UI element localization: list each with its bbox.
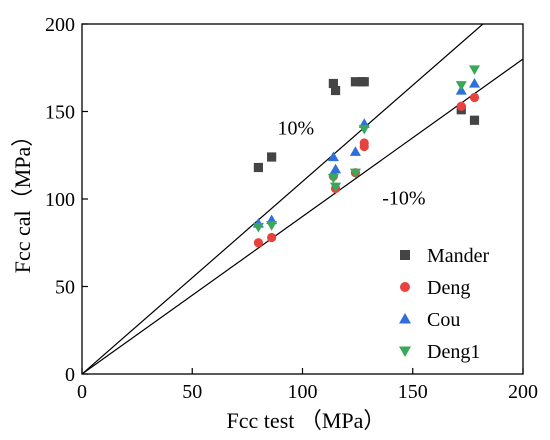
y-tick-label-2: 100 (45, 189, 75, 211)
axis-ticks: 0 50 100 150 200 0 50 100 150 200 (45, 14, 538, 403)
legend-marker-1 (400, 282, 410, 292)
deng1-point-5 (358, 124, 370, 135)
x-axis-label: Fcc test （MPa） (227, 408, 386, 433)
y-tick-label-1: 50 (55, 277, 75, 299)
y-tick-label-3: 150 (45, 102, 75, 124)
legend-label-2: Cou (427, 309, 460, 331)
legend-marker-2 (399, 313, 411, 324)
x-tick-label-3: 150 (398, 381, 428, 403)
cou-point-2 (327, 151, 339, 162)
deng-point-7 (456, 101, 466, 111)
mander-point-0 (253, 162, 263, 173)
mander-point-1 (267, 152, 277, 162)
deng-point-6 (359, 138, 369, 148)
deng-point-0 (253, 238, 263, 248)
y-tick-label-4: 200 (45, 14, 75, 36)
cou-point-7 (468, 77, 481, 88)
reference-line-label-0: 10% (278, 117, 315, 139)
x-tick-label-0: 0 (77, 381, 87, 403)
deng-point-8 (469, 92, 480, 103)
deng1-point-0 (252, 222, 264, 233)
mander-point-8 (469, 115, 480, 125)
reference-line-1 (82, 58, 523, 374)
x-tick-label-2: 100 (288, 381, 318, 403)
deng1-point-2 (327, 173, 339, 184)
x-tick-label-4: 200 (508, 381, 538, 403)
deng1-point-4 (349, 168, 361, 179)
cou-point-3 (330, 163, 342, 174)
data-points (252, 65, 481, 248)
x-tick-label-1: 50 (182, 381, 202, 403)
deng1-point-7 (468, 65, 481, 76)
legend-label-0: Mander (427, 245, 490, 267)
legend-label-3: Deng1 (427, 341, 480, 363)
mander-point-6 (359, 77, 369, 87)
legend-marker-3 (399, 346, 411, 357)
deng1-point-3 (330, 182, 342, 193)
mander-point-3 (330, 85, 341, 96)
deng1-point-1 (266, 221, 278, 231)
deng1-point-6 (455, 81, 467, 91)
deng-point-1 (267, 232, 277, 243)
cou-point-4 (349, 146, 361, 156)
reference-line-label-1: -10% (382, 187, 425, 209)
mander-point-2 (328, 78, 338, 89)
legend-label-1: Deng (427, 277, 470, 299)
reference-line-0 (82, 24, 484, 374)
reference-lines (82, 24, 523, 374)
mander-point-4 (350, 77, 361, 87)
legend: Mander Deng Cou Deng1 (399, 245, 490, 363)
y-tick-label-0: 0 (65, 364, 75, 386)
legend-marker-0 (400, 250, 410, 260)
y-axis-label: Fcc cal（MPa） (10, 125, 35, 273)
